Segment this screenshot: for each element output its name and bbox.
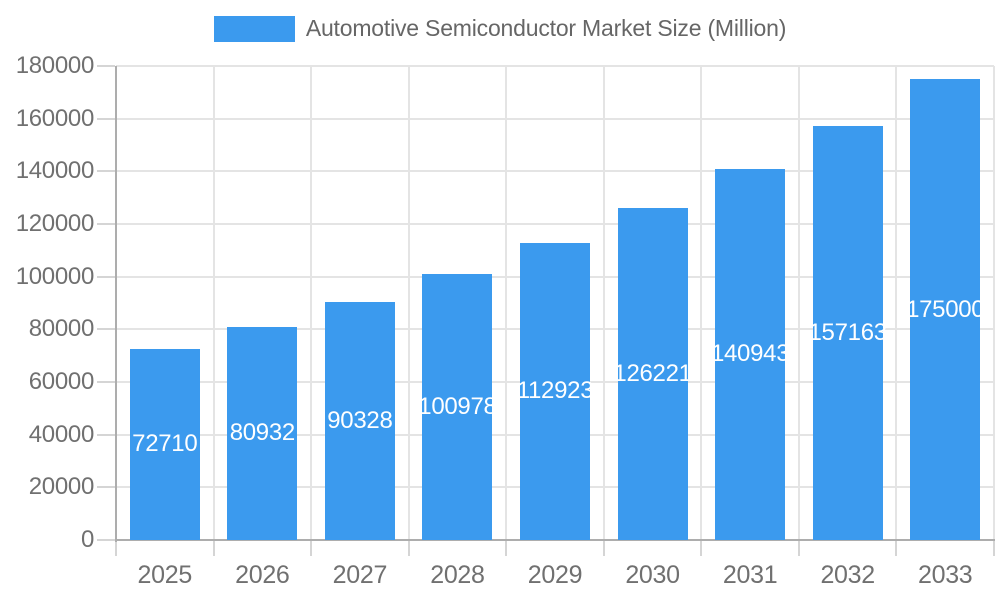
bar[interactable]: [910, 79, 981, 540]
x-tick: [212, 540, 215, 556]
y-axis-tick-label: 180000: [15, 52, 95, 79]
x-axis-tick-label: 2029: [527, 561, 583, 589]
x-gridline: [993, 66, 995, 540]
x-axis-tick-label: 2030: [625, 561, 680, 589]
legend-color-swatch: [213, 15, 295, 42]
x-axis-tick-label: 2032: [820, 561, 875, 589]
bar[interactable]: [715, 168, 786, 540]
y-gridline: [116, 117, 994, 120]
y-tick: [97, 223, 115, 225]
x-axis-tick-label: 2031: [722, 561, 778, 589]
bar[interactable]: [324, 302, 395, 540]
y-axis-tick-label: 60000: [28, 368, 95, 395]
y-axis-tick-label: 40000: [28, 420, 95, 448]
x-tick: [115, 540, 117, 556]
bar-value-label: 100978: [418, 393, 497, 421]
y-gridline: [116, 223, 994, 225]
bar-value-label: 80932: [229, 419, 296, 447]
legend: Automotive Semiconductor Market Size (Mi…: [0, 15, 1000, 42]
y-axis-tick-label: 80000: [28, 315, 95, 343]
x-tick: [407, 540, 410, 556]
y-tick: [97, 65, 115, 67]
y-gridline: [116, 65, 994, 67]
bar-value-label: 140943: [710, 340, 790, 368]
x-gridline: [700, 66, 703, 540]
y-tick: [97, 275, 115, 278]
x-tick: [895, 540, 898, 556]
x-tick: [310, 540, 313, 556]
x-tick: [700, 540, 703, 556]
x-gridline: [797, 66, 800, 540]
x-tick: [602, 540, 605, 556]
x-tick: [797, 540, 800, 556]
y-tick: [97, 170, 115, 173]
y-axis-tick-label: 20000: [28, 473, 95, 501]
y-axis-tick-label: 140000: [15, 157, 95, 185]
x-tick: [993, 540, 995, 556]
bar[interactable]: [129, 348, 200, 540]
y-gridline: [116, 170, 994, 173]
bar[interactable]: [617, 207, 688, 540]
bar[interactable]: [422, 274, 493, 540]
x-axis-tick-label: 2025: [137, 561, 193, 589]
y-tick: [97, 328, 115, 331]
x-axis-tick-label: 2033: [918, 561, 973, 589]
bar-value-label: 157163: [808, 319, 888, 347]
x-gridline: [212, 66, 215, 540]
x-axis-tick-label: 2027: [332, 561, 388, 589]
x-gridline: [602, 66, 605, 540]
bar[interactable]: [812, 126, 883, 540]
legend-item[interactable]: Automotive Semiconductor Market Size (Mi…: [213, 15, 787, 42]
y-axis-tick-label: 160000: [15, 104, 95, 132]
x-gridline: [505, 66, 508, 540]
y-axis-tick-label: 120000: [15, 210, 95, 237]
x-gridline: [407, 66, 410, 540]
legend-label: Automotive Semiconductor Market Size (Mi…: [305, 15, 787, 41]
y-tick: [97, 117, 115, 120]
x-gridline: [895, 66, 898, 540]
y-tick: [97, 486, 115, 489]
y-tick: [97, 433, 115, 436]
x-gridline: [310, 66, 313, 540]
bar-value-label: 126221: [613, 359, 692, 387]
bar[interactable]: [520, 242, 590, 540]
x-axis-tick-label: 2028: [430, 561, 485, 589]
x-axis-line: [115, 539, 995, 541]
bar-value-label: 90328: [327, 407, 393, 435]
y-axis-tick-label: 0: [80, 526, 94, 553]
bar-value-label: 112923: [516, 377, 594, 405]
bar-value-label: 72710: [132, 430, 198, 458]
y-tick: [97, 381, 115, 383]
bar[interactable]: [227, 326, 298, 540]
bar-value-label: 175000: [906, 295, 985, 323]
x-tick: [505, 540, 508, 556]
x-axis-tick-label: 2026: [235, 561, 290, 589]
y-tick: [97, 539, 115, 541]
y-axis-line: [115, 66, 117, 542]
y-axis-tick-label: 100000: [15, 262, 95, 290]
